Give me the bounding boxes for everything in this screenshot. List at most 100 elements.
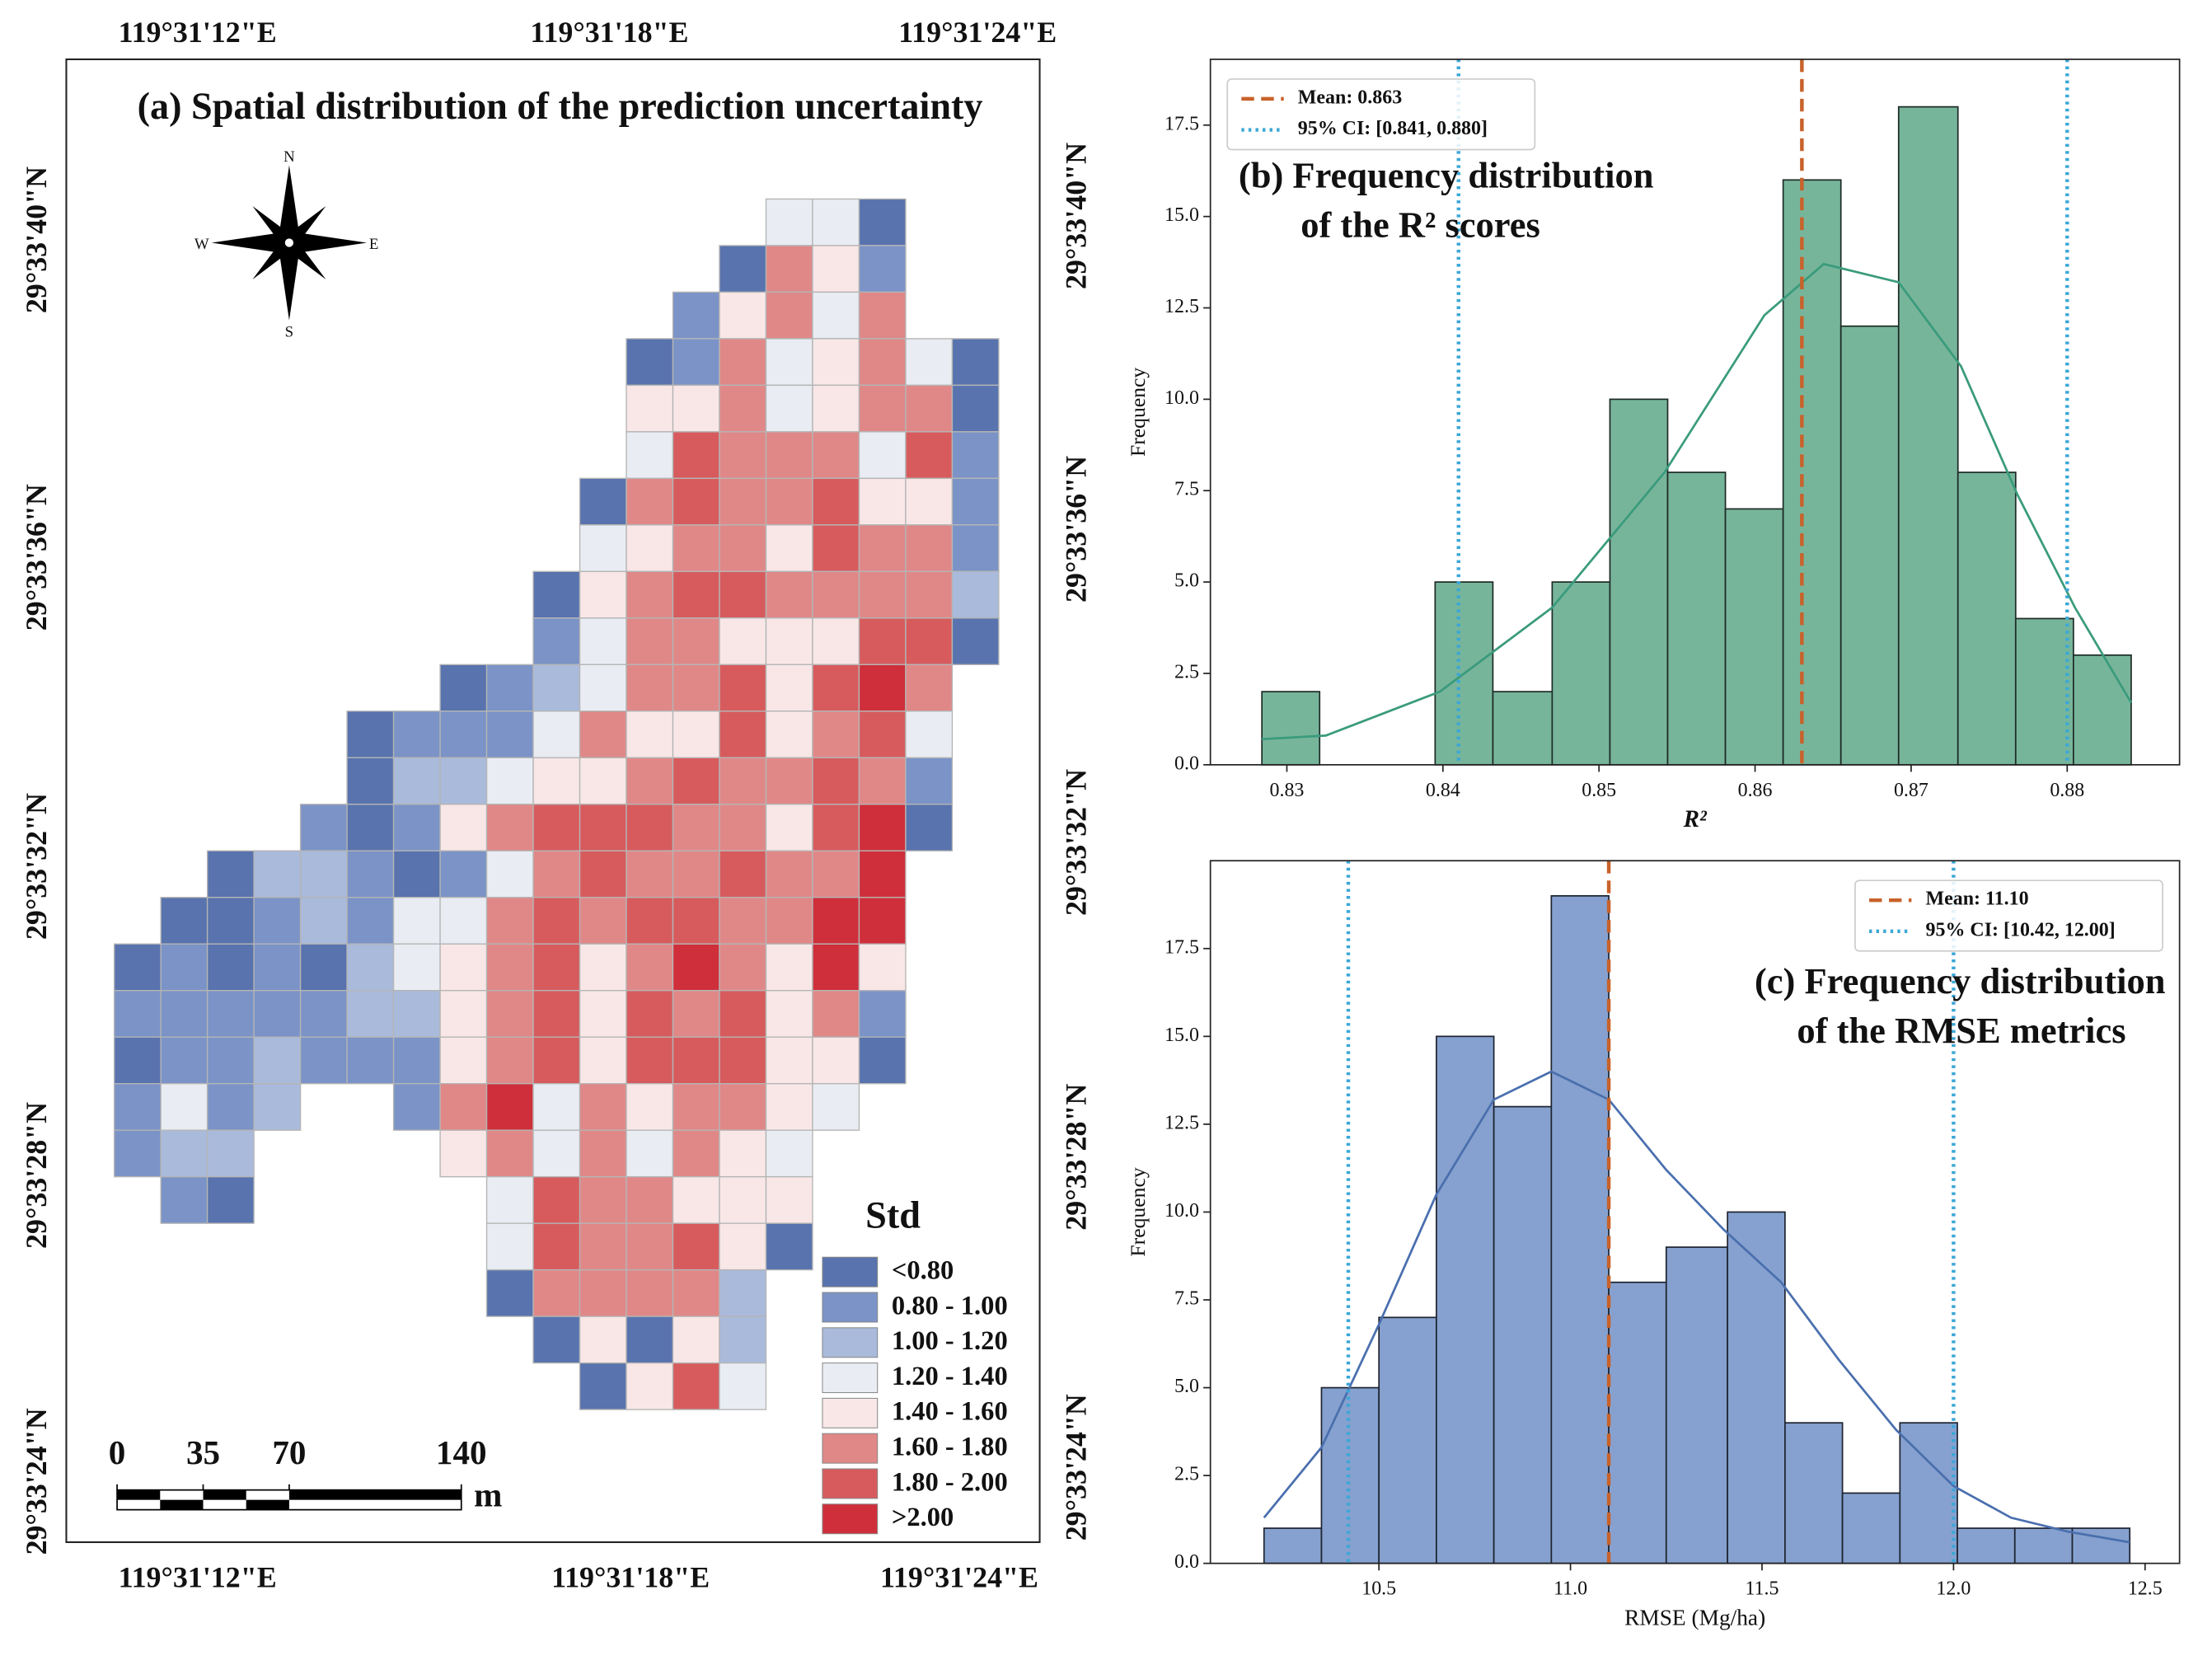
map-cell: [765, 1083, 813, 1131]
map-cell: [626, 1362, 674, 1410]
map-cell: [392, 1036, 441, 1085]
map-cell: [626, 850, 674, 898]
legend-swatch: [822, 1468, 879, 1499]
map-cell: [485, 1269, 534, 1317]
x-tick-label: 0.84: [1426, 780, 1460, 801]
map-cell: [626, 1083, 674, 1131]
x-tick-label: 11.5: [1745, 1578, 1779, 1600]
map-cell: [765, 431, 813, 480]
y-tick-label: 17.5: [1165, 113, 1199, 134]
map-cell: [579, 1129, 627, 1178]
map-cell: [626, 1175, 674, 1224]
map-cell: [485, 897, 534, 945]
bar: [1493, 1105, 1553, 1564]
map-cell: [346, 757, 395, 805]
legend-label: >2.00: [892, 1503, 954, 1532]
map-cell: [579, 477, 627, 526]
legend-swatch: [822, 1362, 879, 1394]
map-cell: [812, 431, 860, 480]
scale-bar-label: 140: [436, 1433, 487, 1471]
map-cell: [812, 198, 860, 246]
map-cell: [812, 1083, 860, 1131]
map-cell: [579, 1316, 627, 1364]
map-cell: [672, 1129, 720, 1178]
map-cell: [626, 1129, 674, 1178]
map-cell: [392, 711, 441, 758]
map-cell: [253, 990, 302, 1038]
map-cell: [719, 477, 767, 526]
map-cell: [439, 664, 488, 712]
y-tick-label: 2.5: [1174, 661, 1199, 682]
kde-curve: [1262, 262, 2133, 741]
map-cell: [672, 1222, 720, 1271]
map-cell: [719, 338, 767, 387]
map-cell: [858, 897, 907, 945]
lat-label: 29°33'24"N: [1060, 1394, 1093, 1541]
compass-arrow: [279, 165, 299, 243]
map-cell: [672, 617, 720, 665]
map-cell: [719, 245, 767, 293]
bar: [2013, 1527, 2074, 1564]
map-cell: [253, 1083, 302, 1131]
map-cell: [532, 1175, 581, 1224]
map-cell: [765, 291, 813, 340]
map-cell: [672, 711, 720, 758]
map-cell: [858, 524, 907, 573]
map-cell: [532, 664, 581, 712]
map-cell: [299, 850, 348, 898]
scale-bar-label: 35: [186, 1433, 220, 1471]
map-cell: [392, 943, 441, 992]
scale-bar-unit: m: [474, 1475, 502, 1513]
panel-title: (c) Frequency distribution: [1755, 960, 2166, 1001]
bar: [1782, 179, 1842, 766]
map-cell: [905, 804, 954, 851]
map-cell: [206, 1083, 255, 1131]
map-cell: [532, 1083, 581, 1131]
map-cell: [439, 804, 488, 851]
legend-label: 1.60 - 1.80: [892, 1432, 1008, 1461]
compass-arrow: [252, 205, 293, 246]
compass-label: N: [284, 148, 295, 166]
map-cell: [719, 431, 767, 480]
map-cell: [253, 943, 302, 992]
map-cell: [672, 897, 720, 945]
map-cell: [719, 850, 767, 898]
x-tick-label: 10.5: [1361, 1578, 1396, 1600]
map-cell: [672, 524, 720, 573]
map-cell: [579, 1083, 627, 1131]
lat-label: 29°33'24"N: [20, 1408, 53, 1555]
x-tick-label: 0.86: [1738, 780, 1773, 801]
map-cell: [672, 291, 720, 340]
lat-label: 29°33'40"N: [20, 166, 53, 313]
map-cell: [905, 664, 954, 712]
map-cell: [532, 711, 581, 758]
map-cell: [765, 1036, 813, 1085]
map-cell: [858, 198, 907, 246]
map-cell: [113, 1083, 162, 1131]
map-cell: [160, 1129, 209, 1178]
y-tick-label: 0.0: [1174, 753, 1199, 774]
bar: [1841, 1492, 1901, 1564]
legend-label: 95% CI: [10.42, 12.00]: [1926, 919, 2116, 940]
map-cell: [672, 804, 720, 851]
map-cell: [672, 664, 720, 712]
map-cell: [113, 1129, 162, 1178]
map-cell: [765, 524, 813, 573]
map-cell: [113, 990, 162, 1038]
map-cell: [532, 617, 581, 665]
map-cell: [626, 1316, 674, 1364]
map-cell: [579, 664, 627, 712]
map-cell: [439, 897, 488, 945]
map-cell: [951, 570, 1000, 619]
map-cell: [532, 570, 581, 619]
map-cell: [626, 990, 674, 1038]
map-cell: [719, 617, 767, 665]
map-cell: [439, 757, 488, 805]
map-cell: [346, 1036, 395, 1085]
map-cell: [485, 711, 534, 758]
map-cell: [765, 897, 813, 945]
map-cell: [626, 524, 674, 573]
y-tick-label: 12.5: [1165, 1112, 1199, 1133]
map-cell: [439, 850, 488, 898]
map-cell: [299, 1036, 348, 1085]
